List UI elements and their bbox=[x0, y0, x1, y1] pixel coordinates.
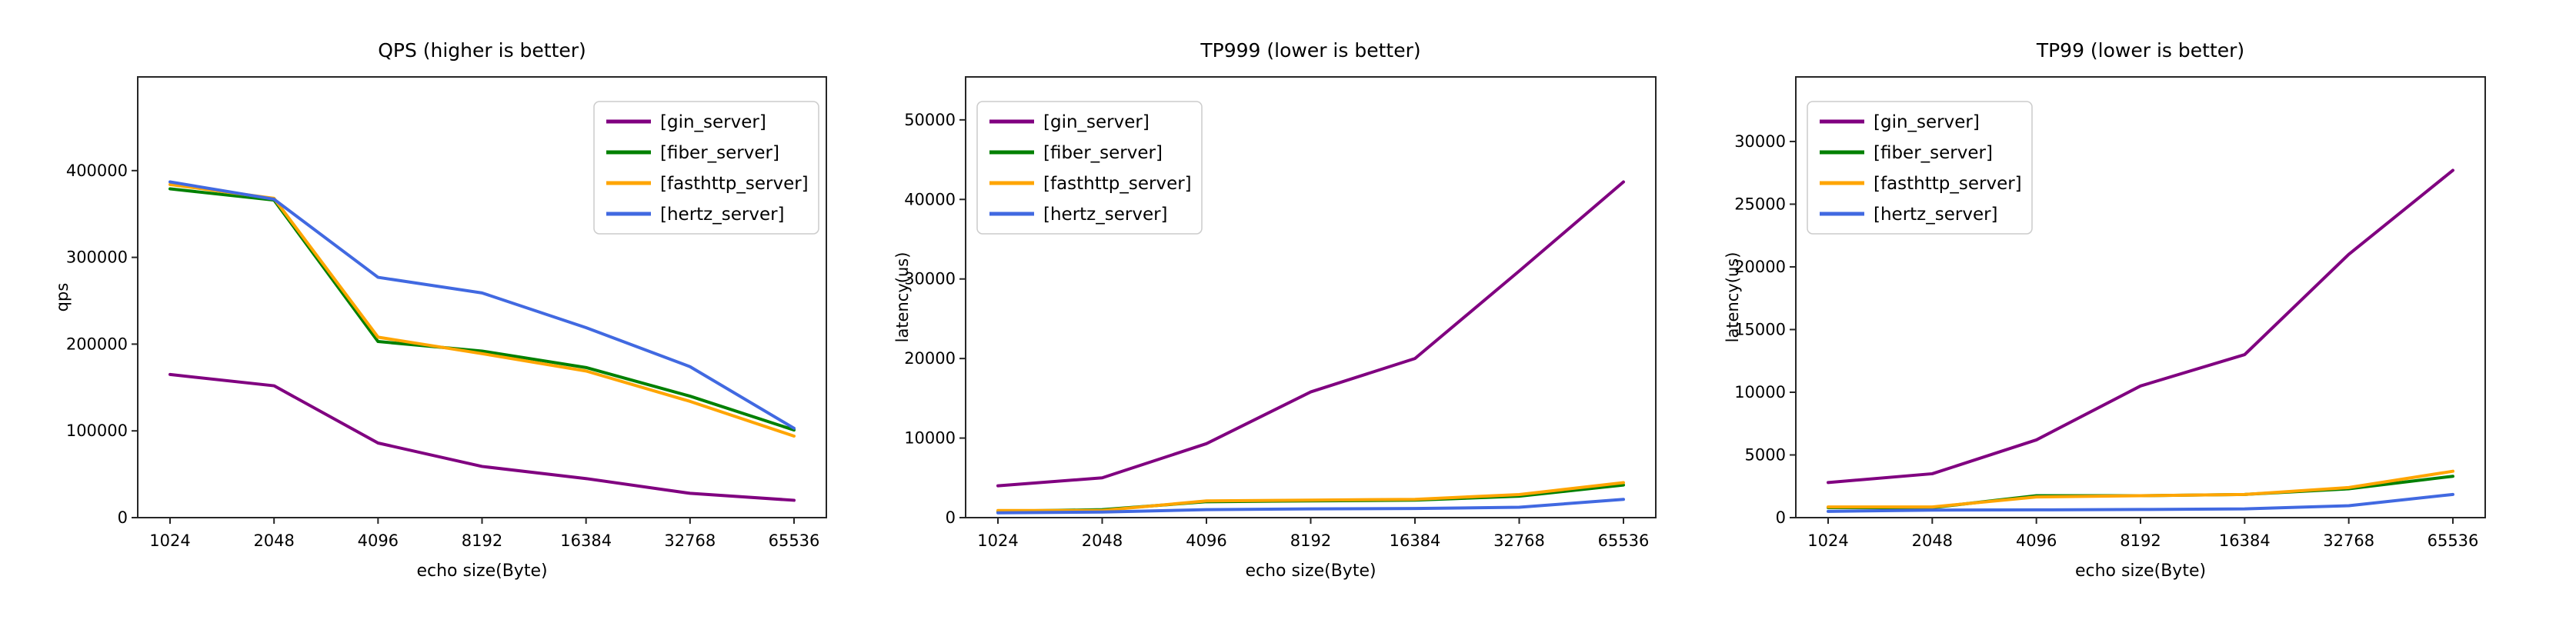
legend-entry-hertz_server: [hertz_server] bbox=[606, 205, 785, 225]
y-tick-label: 400000 bbox=[66, 162, 128, 180]
x-tick-label: 8192 bbox=[1290, 531, 1331, 550]
legend-entry-fiber_server: [fiber_server] bbox=[1820, 143, 1993, 163]
chart-title: QPS (higher is better) bbox=[378, 39, 586, 62]
y-tick-label: 0 bbox=[946, 508, 956, 527]
legend: [gin_server] [fiber_server] [fasthttp_serv… bbox=[976, 101, 1203, 235]
x-axis-label: echo size(Byte) bbox=[416, 561, 547, 581]
y-tick-label: 0 bbox=[118, 508, 128, 527]
y-tick-label: 50000 bbox=[904, 111, 956, 129]
x-tick-label: 16384 bbox=[2219, 531, 2271, 550]
tp999-chart: 0 10000 20000 30000 40000 50000 1024 2048 4096 81… bbox=[859, 0, 1717, 623]
x-tick-label: 2048 bbox=[253, 531, 294, 550]
legend-label: [hertz_server] bbox=[660, 205, 785, 225]
legend-entry-fasthttp_server: [fasthttp_server] bbox=[989, 174, 1192, 194]
y-tick-label: 10000 bbox=[1734, 383, 1786, 401]
x-tick-label: 32768 bbox=[664, 531, 716, 550]
y-tick-label: 40000 bbox=[904, 190, 956, 208]
x-tick-label: 65536 bbox=[769, 531, 820, 550]
x-tick-label: 1024 bbox=[1807, 531, 1848, 550]
y-tick-label: 200000 bbox=[66, 335, 128, 353]
legend-label: [fiber_server] bbox=[1874, 143, 1993, 163]
legend-label: [fasthttp_server] bbox=[1043, 174, 1192, 194]
legend-entry-fiber_server: [fiber_server] bbox=[606, 143, 779, 163]
x-tick-label: 4096 bbox=[358, 531, 399, 550]
legend-label: [fiber_server] bbox=[660, 143, 779, 163]
legend-entry-gin_server: [gin_server] bbox=[1820, 112, 1980, 132]
series-line-hertz_server bbox=[1827, 492, 2454, 513]
chart-title: TP99 (lower is better) bbox=[2036, 39, 2244, 62]
x-tick-label: 16384 bbox=[560, 531, 612, 550]
legend-box bbox=[593, 101, 819, 235]
legend-entry-hertz_server: [hertz_server] bbox=[1820, 205, 1998, 225]
legend-label: [gin_server] bbox=[1874, 112, 1980, 132]
y-tick-label: 0 bbox=[1776, 508, 1786, 527]
y-tick-label: 30000 bbox=[904, 270, 956, 288]
qps-chart-canvas: 0 100000 200000 300000 400000 1024 2048 4096 819… bbox=[53, 39, 827, 581]
x-tick-label: 2048 bbox=[1912, 531, 1953, 550]
x-tick-label: 32768 bbox=[1493, 531, 1545, 550]
y-tick-label: 15000 bbox=[1734, 320, 1786, 338]
legend: [gin_server] [fiber_server] [fasthttp_serv… bbox=[593, 101, 819, 235]
y-axis-label: latency(us) bbox=[893, 252, 912, 343]
legend-entry-gin_server: [gin_server] bbox=[989, 112, 1150, 132]
qps-chart: 0 100000 200000 300000 400000 1024 2048 4096 819… bbox=[0, 0, 859, 623]
x-tick-label: 4096 bbox=[2016, 531, 2057, 550]
tp99-chart: 0 5000 10000 15000 20000 25000 30000 1024 2048 40… bbox=[1717, 0, 2576, 623]
legend-entry-fasthttp_server: [fasthttp_server] bbox=[606, 174, 809, 194]
series-line-fasthttp_server bbox=[996, 481, 1625, 512]
series-line-hertz_server bbox=[996, 498, 1625, 515]
x-tick-label: 8192 bbox=[2120, 531, 2161, 550]
legend: [gin_server] [fiber_server] [fasthttp_serv… bbox=[1807, 101, 2033, 235]
series-line-gin_server bbox=[1827, 168, 2454, 485]
y-tick-label: 20000 bbox=[904, 349, 956, 368]
series-line-fasthttp_server bbox=[1827, 469, 2454, 509]
tp99-chart-canvas: 0 5000 10000 15000 20000 25000 30000 1024 2048 40… bbox=[1723, 39, 2486, 581]
tp999-chart-canvas: 0 10000 20000 30000 40000 50000 1024 2048 4096 81… bbox=[893, 39, 1657, 581]
y-tick-label: 300000 bbox=[66, 248, 128, 267]
legend-entry-gin_server: [gin_server] bbox=[606, 112, 766, 132]
y-axis-label: qps bbox=[53, 283, 72, 312]
legend-entry-fasthttp_server: [fasthttp_server] bbox=[1820, 174, 2022, 194]
x-tick-label: 16384 bbox=[1390, 531, 1441, 550]
y-tick-label: 30000 bbox=[1734, 132, 1786, 151]
y-tick-label: 100000 bbox=[66, 421, 128, 440]
y-tick-label: 20000 bbox=[1734, 258, 1786, 276]
legend-entry-hertz_server: [hertz_server] bbox=[989, 205, 1168, 225]
legend-label: [hertz_server] bbox=[1043, 205, 1168, 225]
legend-label: [fasthttp_server] bbox=[1874, 174, 2022, 194]
x-tick-label: 1024 bbox=[149, 531, 190, 550]
x-tick-label: 32768 bbox=[2323, 531, 2374, 550]
legend-label: [fasthttp_server] bbox=[660, 174, 809, 194]
series-line-hertz_server bbox=[169, 180, 796, 430]
x-tick-label: 65536 bbox=[2428, 531, 2479, 550]
legend-label: [gin_server] bbox=[1043, 112, 1150, 132]
x-axis-label: echo size(Byte) bbox=[2075, 561, 2206, 581]
legend-entry-fiber_server: [fiber_server] bbox=[989, 143, 1163, 163]
y-tick-label: 5000 bbox=[1745, 445, 1786, 464]
chart-title: TP999 (lower is better) bbox=[1200, 39, 1420, 62]
series-line-gin_server bbox=[996, 180, 1625, 488]
legend-box bbox=[1807, 101, 2033, 235]
x-tick-label: 65536 bbox=[1598, 531, 1650, 550]
x-tick-label: 2048 bbox=[1082, 531, 1123, 550]
x-tick-label: 4096 bbox=[1186, 531, 1226, 550]
series-line-gin_server bbox=[169, 372, 796, 502]
legend-label: [hertz_server] bbox=[1874, 205, 1998, 225]
x-tick-label: 1024 bbox=[977, 531, 1018, 550]
x-tick-label: 8192 bbox=[462, 531, 502, 550]
legend-box bbox=[976, 101, 1203, 235]
y-axis-label: latency(us) bbox=[1723, 252, 1742, 343]
y-tick-label: 10000 bbox=[904, 429, 956, 448]
x-axis-label: echo size(Byte) bbox=[1245, 561, 1376, 581]
legend-label: [fiber_server] bbox=[1043, 143, 1163, 163]
series-line-fiber_server bbox=[1827, 475, 2454, 509]
legend-label: [gin_server] bbox=[660, 112, 766, 132]
y-tick-label: 25000 bbox=[1734, 195, 1786, 213]
